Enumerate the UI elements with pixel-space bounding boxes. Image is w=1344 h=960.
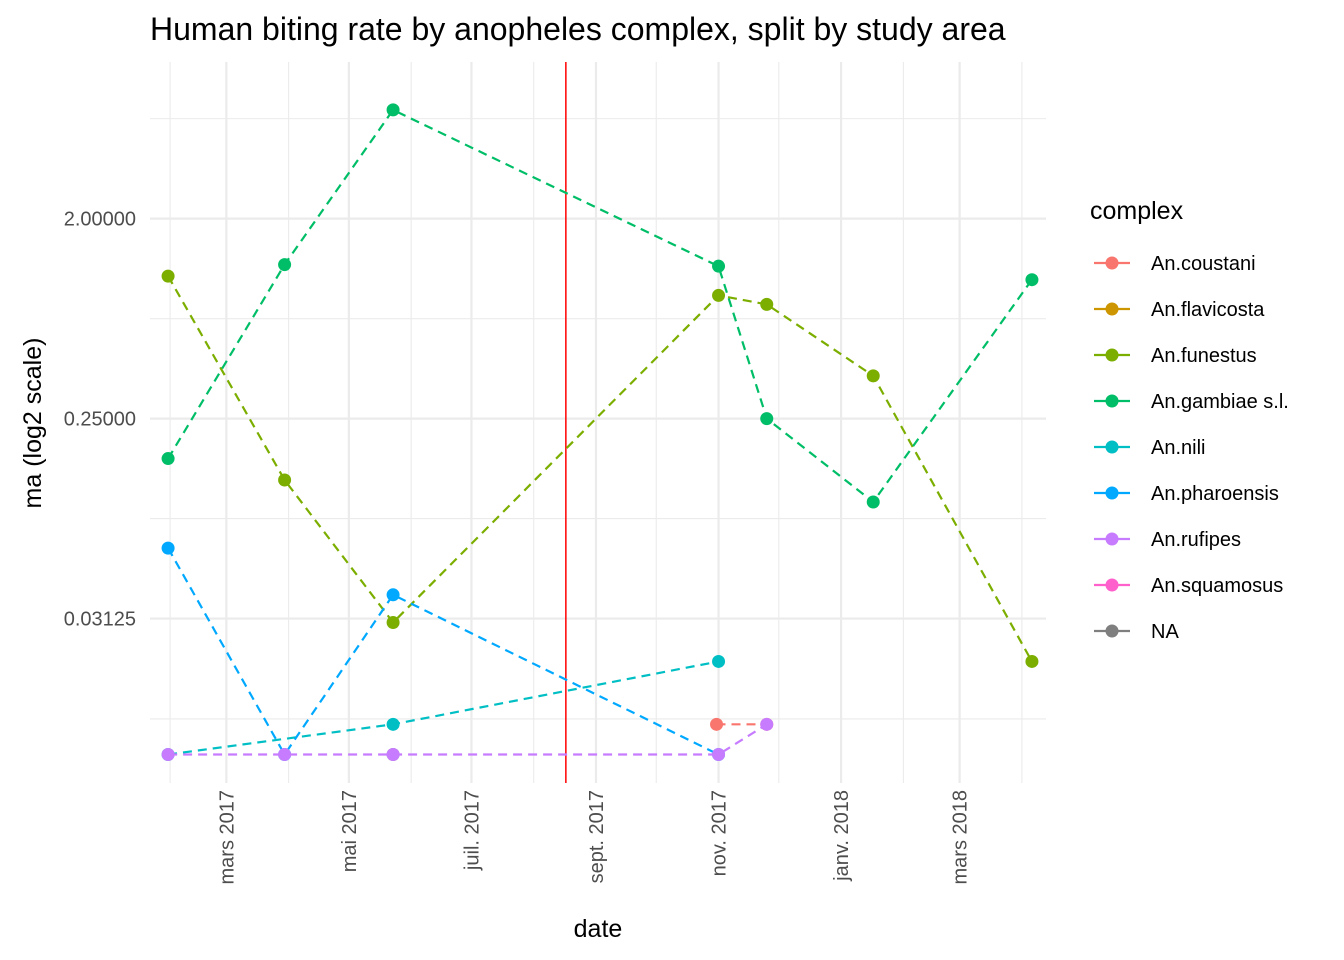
data-point bbox=[1025, 273, 1039, 287]
y-tick-label: 2.00000 bbox=[64, 209, 136, 231]
data-point bbox=[161, 747, 175, 761]
data-point bbox=[386, 615, 400, 629]
x-axis-title: date bbox=[574, 915, 623, 943]
legend-key-point bbox=[1105, 578, 1119, 592]
legend-label: An.coustani bbox=[1151, 253, 1256, 275]
legend-key-point bbox=[1105, 348, 1119, 362]
series-an-pharoensis bbox=[161, 541, 726, 761]
data-point bbox=[278, 258, 292, 272]
x-tick-label: mars 2018 bbox=[950, 790, 972, 885]
grid-major bbox=[150, 62, 1046, 783]
series-an-nili bbox=[161, 654, 726, 761]
data-point bbox=[386, 717, 400, 731]
legend-key-point bbox=[1105, 624, 1119, 638]
y-axis-title: ma (log2 scale) bbox=[19, 338, 47, 509]
legend-label: An.funestus bbox=[1151, 345, 1257, 367]
legend-label: An.squamosus bbox=[1151, 575, 1283, 597]
legend-item: An.coustani bbox=[1094, 253, 1256, 275]
chart-title: Human biting rate by anopheles complex, … bbox=[150, 11, 1006, 47]
data-point bbox=[760, 297, 774, 311]
legend-item: NA bbox=[1094, 621, 1179, 643]
y-tick-label: 0.25000 bbox=[64, 409, 136, 431]
legend-label: An.gambiae s.l. bbox=[1151, 391, 1289, 413]
series-line bbox=[168, 723, 768, 756]
legend-label: An.nili bbox=[1151, 437, 1205, 459]
data-point bbox=[712, 747, 726, 761]
data-point bbox=[710, 717, 724, 731]
data-point bbox=[866, 495, 880, 509]
data-point bbox=[712, 288, 726, 302]
data-point bbox=[712, 654, 726, 668]
legend-label: An.rufipes bbox=[1151, 529, 1241, 551]
series-line bbox=[167, 108, 1033, 504]
data-point bbox=[1025, 654, 1039, 668]
x-tick-label: sept. 2017 bbox=[586, 790, 608, 883]
legend-title: complex bbox=[1090, 197, 1184, 225]
legend-label: An.pharoensis bbox=[1151, 483, 1279, 505]
data-point bbox=[278, 473, 292, 487]
x-tick-label: janv. 2018 bbox=[831, 790, 853, 882]
legend-item: An.funestus bbox=[1094, 345, 1257, 367]
data-point bbox=[161, 269, 175, 283]
data-point bbox=[386, 588, 400, 602]
data-point bbox=[386, 103, 400, 117]
x-axis-ticks: mars 2017 mai 2017 juil. 2017 sept. 2017 nov… bbox=[216, 790, 971, 885]
legend-label: NA bbox=[1151, 621, 1179, 643]
legend-key-point bbox=[1105, 532, 1119, 546]
series-an-rufipes bbox=[161, 717, 774, 761]
y-axis-ticks: 0.03125 0.25000 2.00000 bbox=[64, 209, 136, 631]
series-an-funestus bbox=[161, 269, 1039, 668]
data-point bbox=[386, 747, 400, 761]
legend-item: An.gambiae s.l. bbox=[1094, 391, 1289, 413]
data-point bbox=[278, 747, 292, 761]
legend-item: An.rufipes bbox=[1094, 529, 1241, 551]
legend-key-point bbox=[1105, 440, 1119, 454]
series-an-gambiae-s-l- bbox=[161, 103, 1039, 509]
data-point bbox=[712, 259, 726, 273]
legend: complex An.coustani An.flavicosta An.funes… bbox=[1090, 197, 1289, 643]
data-point bbox=[161, 541, 175, 555]
legend-key-point bbox=[1105, 302, 1119, 316]
series-line bbox=[167, 275, 1033, 663]
legend-item: An.nili bbox=[1094, 437, 1205, 459]
data-point bbox=[760, 412, 774, 426]
y-tick-label: 0.03125 bbox=[64, 609, 136, 631]
legend-key-point bbox=[1105, 256, 1119, 270]
x-tick-label: mars 2017 bbox=[216, 790, 238, 885]
series-line bbox=[167, 547, 719, 757]
series-line bbox=[167, 660, 719, 756]
data-point bbox=[760, 717, 774, 731]
legend-label: An.flavicosta bbox=[1151, 299, 1265, 321]
legend-key-point bbox=[1105, 486, 1119, 500]
legend-item: An.pharoensis bbox=[1094, 483, 1279, 505]
legend-item: An.squamosus bbox=[1094, 575, 1283, 597]
grid-minor bbox=[150, 62, 1046, 783]
x-tick-label: mai 2017 bbox=[339, 790, 361, 872]
data-point bbox=[866, 369, 880, 383]
legend-key-point bbox=[1105, 394, 1119, 408]
legend-item: An.flavicosta bbox=[1094, 299, 1265, 321]
x-tick-label: nov. 2017 bbox=[709, 790, 731, 876]
x-tick-label: juil. 2017 bbox=[461, 790, 483, 871]
data-point bbox=[161, 452, 175, 466]
series-layer bbox=[161, 103, 1039, 761]
